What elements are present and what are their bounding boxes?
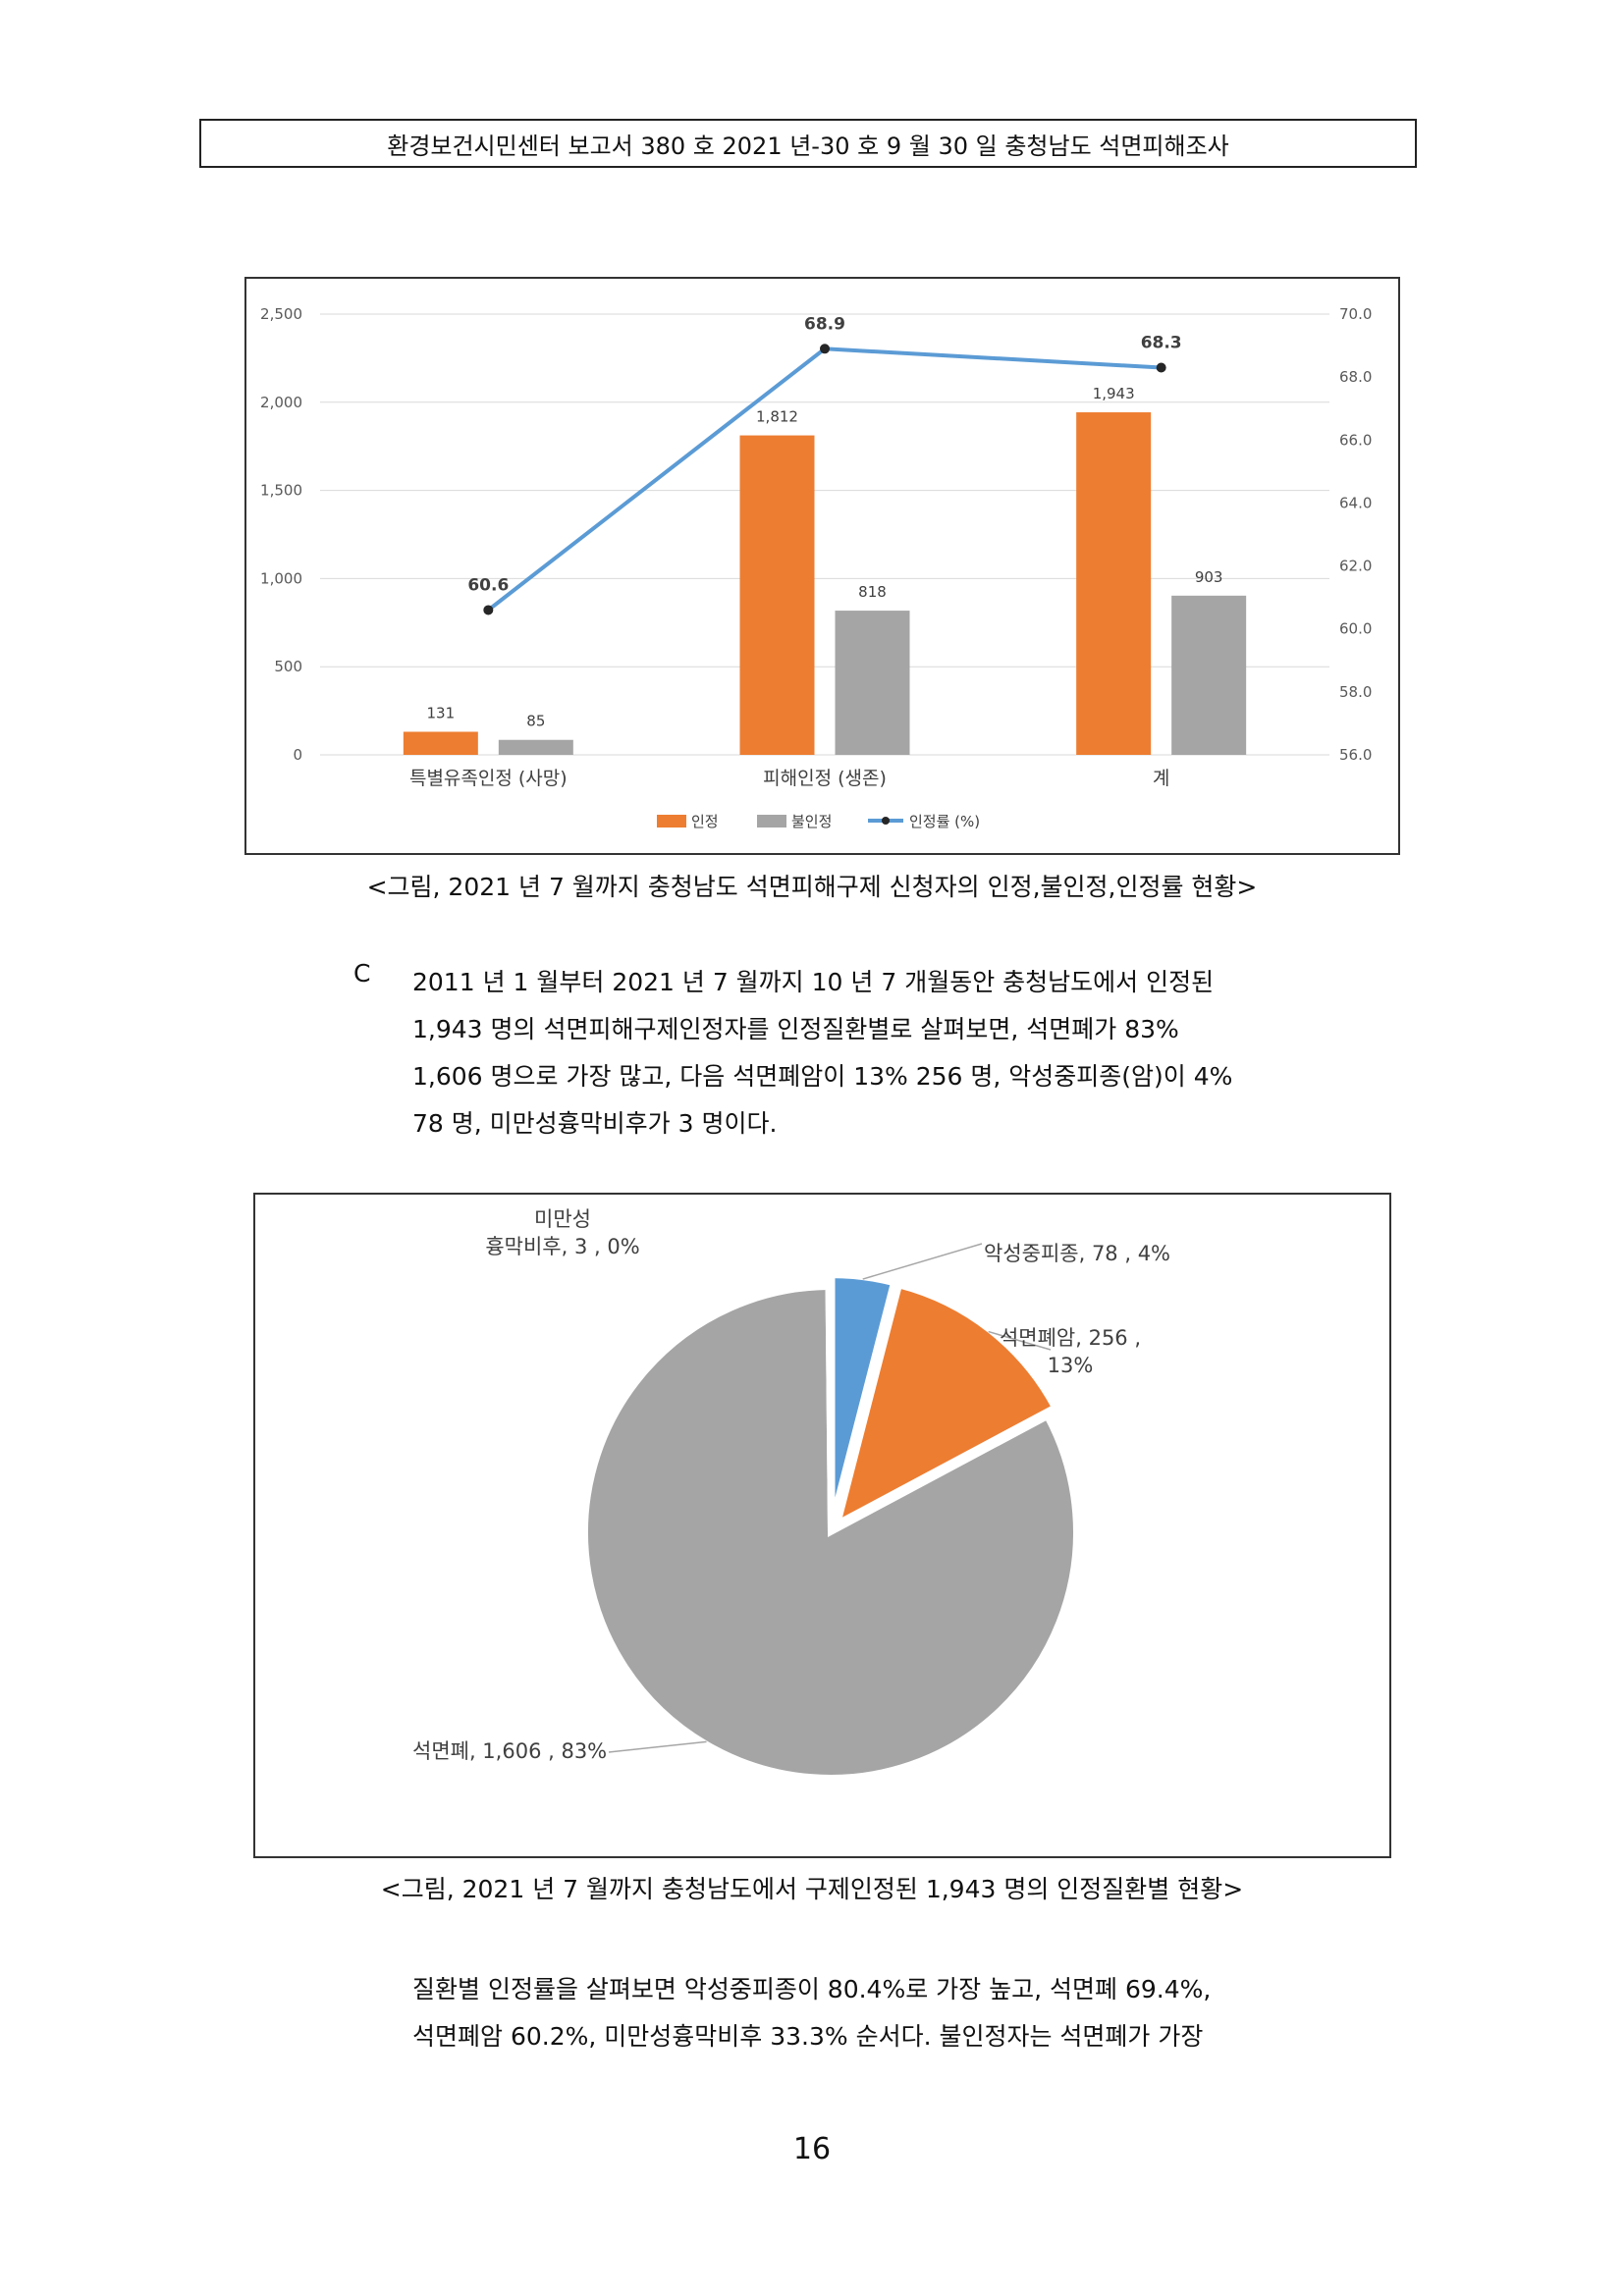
- y-tick-label: 2,500: [260, 305, 302, 323]
- rate-point: [1156, 362, 1166, 373]
- para1-bullet: C: [353, 959, 371, 988]
- bar-data-label: 1,943: [1093, 385, 1135, 402]
- y-tick-label: 1,000: [260, 569, 302, 587]
- y2-tick-label: 66.0: [1339, 431, 1372, 449]
- rate-data-label: 68.9: [804, 314, 845, 334]
- pie-data-label-line: 13%: [1048, 1354, 1094, 1377]
- pie-data-label-line: 석면폐, 1,606 , 83%: [412, 1739, 607, 1763]
- pie-data-label-line: 흉막비후, 3 , 0%: [485, 1235, 639, 1258]
- y2-tick-label: 60.0: [1339, 620, 1372, 638]
- pie-data-label-line: 미만성: [534, 1207, 591, 1231]
- bar: [835, 611, 910, 755]
- y2-tick-label: 58.0: [1339, 683, 1372, 701]
- y-tick-label: 500: [274, 658, 302, 675]
- legend-swatch: [757, 815, 786, 828]
- para1: 2011 년 1 월부터 2021 년 7 월까지 10 년 7 개월동안 충청…: [412, 959, 1394, 1148]
- pie-data-label: 석면폐암, 256 , 13%: [1000, 1326, 1141, 1377]
- pie-data-label: 석면폐, 1,606 , 83%: [412, 1739, 607, 1763]
- legend-label: 불인정: [791, 813, 832, 830]
- rate-data-label: 60.6: [467, 575, 509, 595]
- pie-data-label-line: 석면폐암, 256 ,: [1000, 1326, 1141, 1350]
- para2-line: 질환별 인정률을 살펴보면 악성중피종이 80.4%로 가장 높고, 석면폐 6…: [412, 1975, 1212, 2003]
- bar-chart-figure: 0 500 1,000 1,500 2,000 2,500 56.0 58.0 60.0 62.0…: [244, 277, 1400, 855]
- rate-data-label: 68.3: [1141, 334, 1182, 353]
- bar-data-label: 1,812: [756, 408, 798, 426]
- y2-tick-label: 64.0: [1339, 494, 1372, 511]
- para2: 질환별 인정률을 살펴보면 악성중피종이 80.4%로 가장 높고, 석면폐 6…: [412, 1966, 1394, 2060]
- pie-slice: [829, 1272, 897, 1522]
- bar-data-label: 818: [858, 583, 887, 601]
- y2-tick-label: 62.0: [1339, 558, 1372, 575]
- bar: [1171, 595, 1247, 755]
- pie-data-label: 악성중피종, 78 , 4%: [984, 1242, 1170, 1265]
- para1-line: 1,943 명의 석면피해구제인정자를 인정질환별로 살펴보면, 석면폐가 83…: [412, 1015, 1179, 1043]
- rate-point: [820, 344, 830, 354]
- pie-slice: [825, 1283, 834, 1533]
- legend-label: 인정률 (%): [909, 813, 980, 830]
- page-number: 16: [792, 2132, 832, 2166]
- figure-caption-1: <그림, 2021 년 7 월까지 충청남도 석면피해구제 신청자의 인정,불인…: [366, 873, 1258, 901]
- pie-leader-line: [988, 1330, 1052, 1351]
- bar-data-label: 85: [526, 713, 545, 730]
- pie-leader-line: [862, 1243, 983, 1280]
- y2-tick-label: 70.0: [1339, 305, 1372, 323]
- rate-line: [487, 347, 1162, 613]
- legend-label: 인정: [691, 813, 719, 830]
- legend-swatch: [657, 815, 686, 828]
- para2-line: 석면폐암 60.2%, 미만성흉막비후 33.3% 순서다. 불인정자는 석면폐…: [412, 2022, 1204, 2051]
- para1-line: 2011 년 1 월부터 2021 년 7 월까지 10 년 7 개월동안 충청…: [412, 968, 1215, 996]
- report-header: 환경보건시민센터 보고서 380 호 2021 년-30 호 9 월 30 일 …: [199, 119, 1417, 168]
- x-tick-label: 특별유족인정 (사망): [409, 768, 568, 789]
- bar: [739, 435, 815, 755]
- bar: [403, 731, 478, 755]
- pie-leader-line: [608, 1740, 707, 1753]
- bar-data-label: 903: [1195, 568, 1223, 586]
- y-tick-label: 0: [293, 746, 302, 764]
- y-tick-label: 1,500: [260, 482, 302, 500]
- y-tick-label: 2,000: [260, 394, 302, 411]
- legend-marker: [882, 817, 890, 825]
- x-tick-label: 계: [1153, 768, 1169, 789]
- bar-chart: 0 500 1,000 1,500 2,000 2,500 56.0 58.0 60.0 62.0…: [260, 305, 1372, 830]
- bar: [498, 739, 573, 755]
- bar: [1076, 412, 1152, 755]
- y2-tick-label: 56.0: [1339, 746, 1372, 764]
- rate-point: [483, 605, 494, 615]
- x-tick-label: 피해인정 (생존): [763, 768, 887, 789]
- pie-chart: 악성중피종, 78 , 4% 석면폐암, 256 , 13% 석면폐, 1,606 ,…: [412, 1207, 1170, 1781]
- y2-tick-label: 68.0: [1339, 368, 1372, 386]
- report-header-title: 환경보건시민센터 보고서 380 호 2021 년-30 호 9 월 30 일 …: [387, 132, 1229, 160]
- pie-chart-figure: 악성중피종, 78 , 4% 석면폐암, 256 , 13% 석면폐, 1,606 ,…: [253, 1193, 1391, 1858]
- para1-line: 1,606 명으로 가장 많고, 다음 석면폐암이 13% 256 명, 악성중…: [412, 1062, 1233, 1091]
- bar-data-label: 131: [427, 704, 456, 721]
- figure-caption-2: <그림, 2021 년 7 월까지 충청남도에서 구제인정된 1,943 명의 …: [380, 1875, 1244, 1903]
- pie-data-label-line: 악성중피종, 78 , 4%: [984, 1242, 1170, 1265]
- pie-slice: [833, 1281, 1058, 1529]
- para1-line: 78 명, 미만성흉막비후가 3 명이다.: [412, 1109, 778, 1138]
